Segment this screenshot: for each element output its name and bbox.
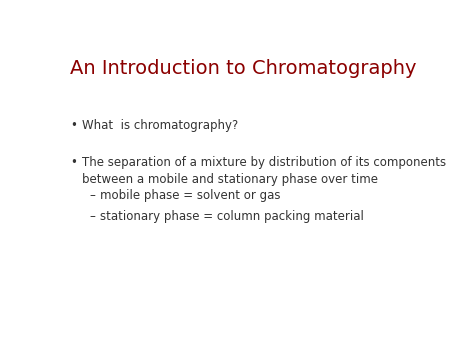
Text: mobile phase = solvent or gas: mobile phase = solvent or gas — [100, 189, 280, 202]
Text: •: • — [70, 119, 77, 131]
Text: The separation of a mixture by distribution of its components
between a mobile a: The separation of a mixture by distribut… — [82, 156, 446, 186]
Text: •: • — [70, 156, 77, 169]
Text: stationary phase = column packing material: stationary phase = column packing materi… — [100, 210, 364, 223]
Text: What  is chromatography?: What is chromatography? — [82, 119, 238, 131]
Text: –: – — [90, 189, 95, 202]
Text: An Introduction to Chromatography: An Introduction to Chromatography — [70, 59, 417, 78]
Text: –: – — [90, 210, 95, 223]
